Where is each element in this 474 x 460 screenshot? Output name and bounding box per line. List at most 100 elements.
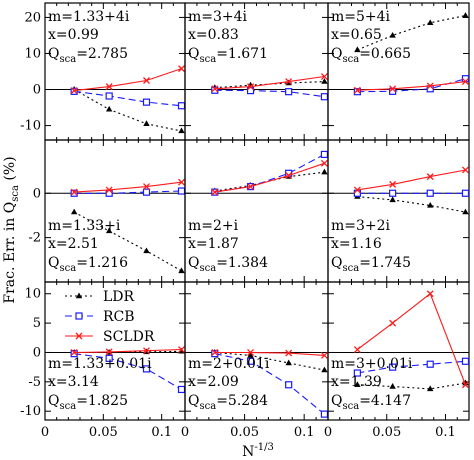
point-scldr [211,349,219,356]
series-line-scldr [357,169,466,191]
y-tick-label: 0 [33,345,41,360]
point-scldr [211,188,219,196]
panel-q-sca: Qsca=1.671 [188,46,268,65]
x-tick-label: 0 [181,425,189,440]
point-ldr [462,208,469,215]
panel-refractive-index: m=3+4i [188,9,248,25]
x-tick-label: 0.1 [435,425,456,440]
panel-refractive-index: m=2+0.01i [188,356,270,372]
series-line-rcb [214,89,325,98]
point-ldr [389,383,396,389]
point-scldr [143,347,150,355]
panel-5: m=2+i x=1.87 Qsca=1.384 [184,139,329,283]
point-ldr [427,19,434,26]
series-line-ldr [357,382,466,390]
panel-q-sca: Qsca=0.665 [331,46,411,65]
series-line-rcb [357,360,466,374]
panel-8: 0 0.05 0.1 m=2+0.01i x=2.09 Qsca=5.284 [181,281,329,440]
panel-1: -10 0 10 20 m=1.33+4i x=0.99 Qsca=2.785 [20,2,186,141]
panel-9: 0 0.05 0.1 m=3+0.01i x=1.39 Qsca=4.147 [324,281,470,440]
series-line-ldr [214,351,325,371]
point-rcb [211,350,219,358]
panel-7: -10 -5 0 5 10 0 0.05 0.1 m=1.33+0.01i x=3.14 Qsca=… [20,281,186,440]
point-scldr [105,83,113,91]
x-tick-label: 0.1 [151,425,172,440]
series-line-rcb [214,153,325,193]
x-axis-title: N-1/3 [242,442,274,460]
series-line-ldr [357,196,466,213]
point-rcb [285,381,293,389]
panel-4: -2 0 m=1.33+i x=2.51 Qsca=1.216 [28,139,186,283]
point-ldr [178,347,185,354]
point-rcb [211,86,219,94]
series-line-rcb [74,353,182,390]
y-tick-label: 0 [33,83,41,98]
point-rcb [461,357,470,365]
panel-refractive-index: m=1.33+4i [48,9,130,25]
point-scldr [389,319,397,327]
panel-6: m=3+2i x=1.16 Qsca=1.745 [327,139,470,283]
point-rcb [142,98,151,106]
panel-size-parameter: x=0.83 [188,27,239,43]
point-ldr [321,78,328,84]
point-ldr [70,208,78,215]
panel-q-sca: Qsca=1.384 [188,255,268,274]
y-tick-label: -5 [28,375,41,390]
point-ldr [354,46,361,53]
point-rcb [320,93,329,101]
point-scldr [211,85,219,93]
point-scldr [143,77,150,84]
y-tick-label: -10 [20,119,41,134]
point-scldr [70,87,78,95]
legend-label-scldr: SCLDR [103,329,155,345]
series-line-scldr [74,348,182,354]
point-rcb [142,365,151,373]
point-scldr [426,173,434,181]
series-line-rcb [214,353,325,415]
panel-size-parameter: x=2.09 [188,374,239,390]
legend-label-ldr: LDR [103,289,135,305]
point-rcb [105,354,113,362]
point-ldr [105,105,113,112]
panel-size-parameter: x=3.14 [48,374,99,390]
point-rcb [246,87,255,95]
series-line-scldr [214,75,325,90]
point-ldr [389,31,396,38]
panel-refractive-index: m=2+i [188,218,239,234]
point-scldr [178,65,185,73]
series-line-scldr [74,181,182,193]
panel-2: m=3+4i x=0.83 Qsca=1.671 [184,2,329,141]
point-rcb [177,102,186,110]
point-scldr [353,186,361,194]
panel-refractive-index: m=5+4i [331,9,391,25]
x-tick-label: 0 [324,425,332,440]
point-scldr [105,348,113,356]
point-scldr [462,381,469,389]
y-tick-label: 5 [33,316,41,331]
point-rcb [142,188,151,196]
point-scldr [353,86,361,94]
point-ldr [143,120,150,126]
series-line-ldr [73,211,182,272]
point-scldr [426,82,434,90]
point-scldr [285,349,293,357]
point-scldr [105,186,113,194]
point-scldr [70,188,78,196]
point-rcb [320,410,329,418]
point-rcb [70,350,78,358]
point-scldr [353,346,361,353]
point-rcb [353,369,361,377]
point-rcb [320,150,329,159]
series-line-scldr [357,81,466,91]
point-scldr [462,78,469,86]
series-line-scldr [74,68,182,92]
y-tick-label: 20 [24,10,41,25]
series-line-rcb [74,190,182,194]
y-tick-label: -2 [28,231,41,246]
legend-label-rcb: RCB [103,309,135,325]
point-rcb [177,385,186,394]
point-scldr [143,183,150,191]
panel-refractive-index: m=3+0.01i [331,356,413,372]
point-ldr [462,12,469,18]
